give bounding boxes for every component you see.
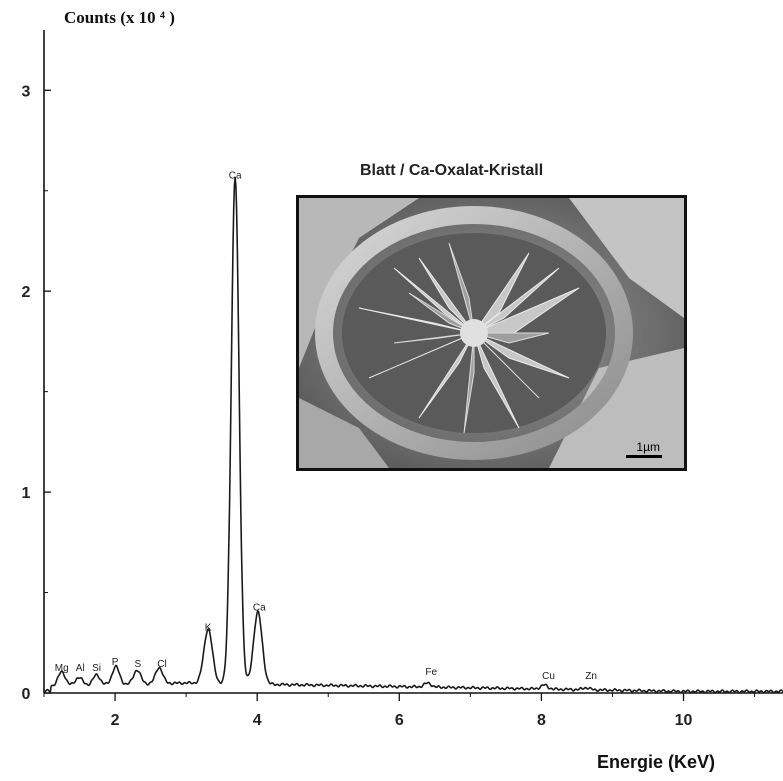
series-layer	[43, 176, 783, 694]
peak-label-cl: Cl	[157, 659, 166, 670]
scale-bar	[626, 455, 662, 458]
y-tick-label: 2	[22, 284, 31, 301]
x-tick-label: 6	[395, 712, 404, 729]
x-tick-label: 4	[253, 712, 262, 729]
peak-label-k: K	[205, 623, 212, 634]
peak-label-cu: Cu	[542, 671, 555, 682]
y-tick-label: 1	[22, 485, 31, 502]
y-tick-label: 3	[22, 83, 31, 100]
x-tick-label: 10	[675, 712, 693, 729]
peak-label-al: Al	[76, 663, 85, 674]
spectrum-line	[43, 176, 783, 694]
peak-label-p: P	[112, 657, 119, 668]
axes: 0 1 2 3 2 4 6 8 10	[22, 30, 783, 729]
inset-caption: Blatt / Ca-Oxalat-Kristall	[360, 162, 544, 179]
y-tick-label: 0	[22, 686, 31, 703]
scale-bar-label: 1µm	[636, 440, 660, 454]
annotation-layer: Mg Al Si P S Cl K Ca Ca Fe Cu Zn	[55, 171, 597, 682]
x-tick-label: 8	[537, 712, 546, 729]
peak-label-si: Si	[92, 663, 101, 674]
peak-label-ca: Ca	[229, 171, 242, 182]
x-axis-label: Energie (KeV)	[597, 752, 716, 772]
sem-micrograph: 1µm	[296, 195, 687, 471]
peak-label-s: S	[134, 659, 141, 670]
x-tick-label: 2	[111, 712, 120, 729]
peak-label-fe: Fe	[425, 667, 437, 678]
y-axis-label: Counts (x 10 ⁴ )	[64, 8, 175, 27]
peak-label-ca: Ca	[253, 603, 266, 614]
crystal-image	[299, 198, 684, 468]
peak-label-zn: Zn	[585, 671, 597, 682]
peak-label-mg: Mg	[55, 663, 69, 674]
